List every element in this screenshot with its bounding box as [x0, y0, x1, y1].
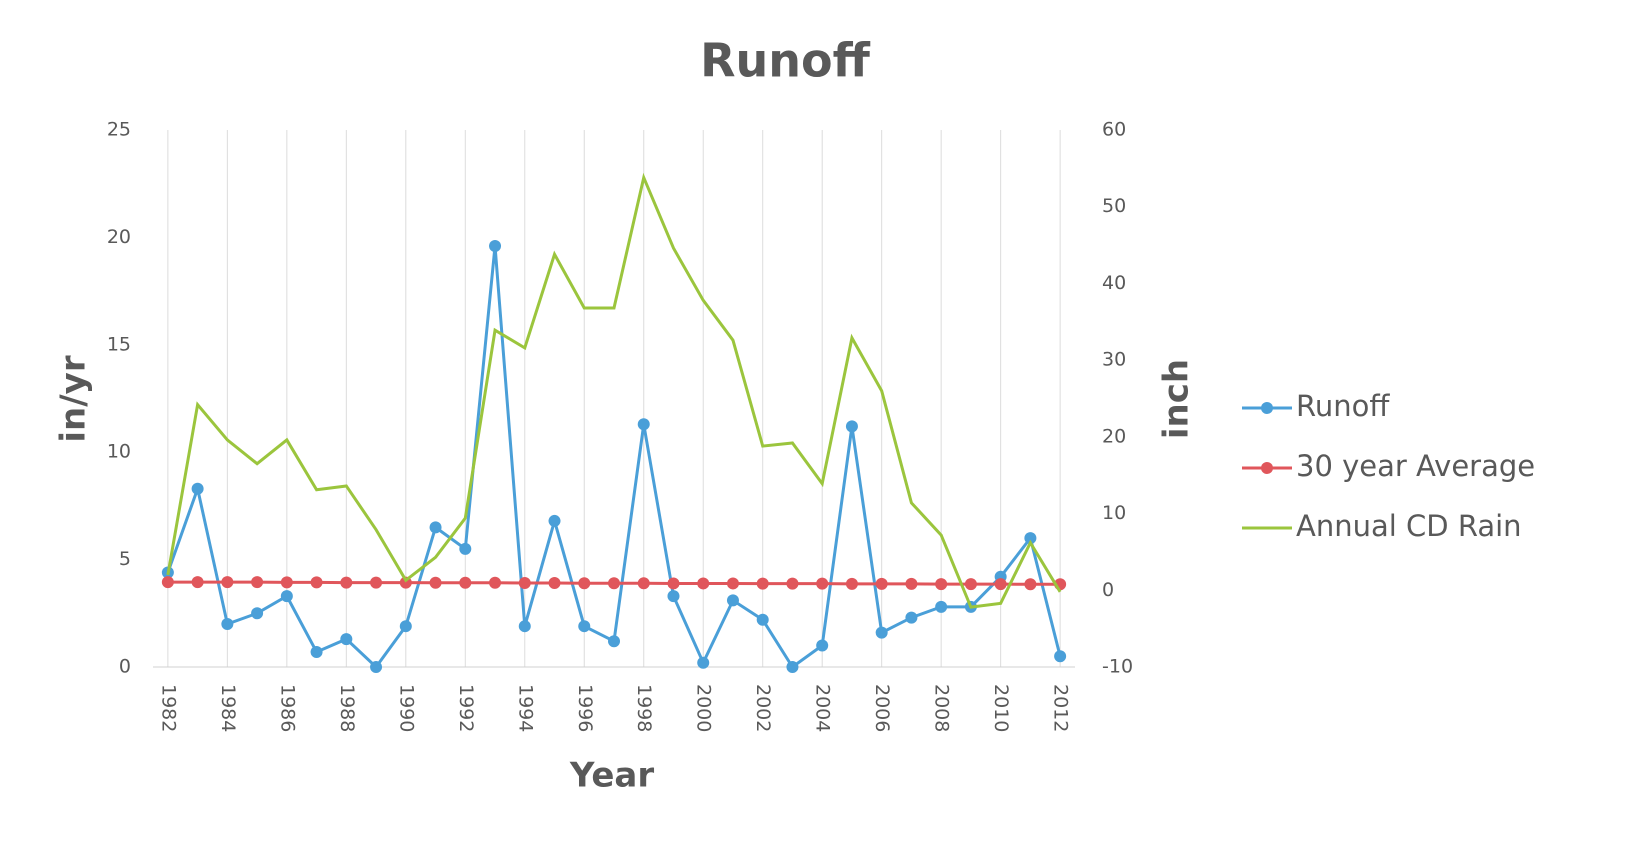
- data-point: [964, 578, 977, 591]
- x-tick-label: 1988: [336, 684, 358, 732]
- data-point: [251, 576, 264, 589]
- data-point: [608, 635, 620, 648]
- data-point: [429, 576, 442, 589]
- data-point: [816, 577, 829, 590]
- data-point: [280, 576, 293, 589]
- data-point: [845, 577, 858, 590]
- legend-marker: [1261, 402, 1273, 414]
- legend-label: 30 year Average: [1296, 449, 1535, 483]
- y-tick-label: 0: [119, 656, 131, 678]
- x-tick-label: 2006: [871, 684, 893, 732]
- data-point: [756, 613, 769, 626]
- x-tick-label: 1992: [455, 684, 477, 732]
- data-point: [310, 576, 323, 589]
- data-point: [637, 418, 650, 431]
- data-point: [905, 577, 918, 590]
- data-point: [697, 577, 710, 590]
- legend-marker: [1261, 462, 1273, 474]
- data-point: [518, 577, 531, 590]
- data-point: [786, 577, 799, 590]
- data-point: [845, 420, 858, 433]
- data-point: [1024, 578, 1037, 591]
- data-point: [667, 590, 680, 603]
- data-point: [637, 577, 650, 590]
- data-point: [578, 577, 591, 590]
- data-point: [726, 594, 739, 607]
- data-point: [548, 514, 561, 527]
- y2-tick-label: 20: [1102, 425, 1126, 447]
- series-line: [166, 172, 1062, 609]
- data-point: [1054, 650, 1067, 663]
- x-tick-label: 2012: [1050, 684, 1072, 732]
- data-point: [221, 576, 234, 589]
- data-point: [489, 239, 502, 252]
- y2-tick-label: 50: [1102, 195, 1126, 217]
- data-point: [370, 661, 383, 673]
- data-point: [429, 521, 442, 534]
- data-point: [459, 576, 472, 589]
- chart-title: Runoff: [700, 34, 871, 88]
- x-tick-label: 2004: [812, 684, 834, 732]
- x-tick-label: 1984: [217, 684, 239, 732]
- data-point: [875, 626, 888, 639]
- data-point: [459, 542, 472, 555]
- data-point: [221, 618, 234, 631]
- y2-tick-label: 30: [1102, 349, 1126, 371]
- data-point: [1024, 532, 1037, 545]
- x-tick-label: 1986: [276, 684, 298, 732]
- data-point: [816, 639, 829, 652]
- data-point: [340, 576, 353, 589]
- x-tick-label: 2008: [931, 684, 953, 732]
- data-point: [608, 577, 620, 590]
- data-point: [726, 577, 739, 590]
- data-point: [191, 482, 204, 495]
- data-point: [280, 590, 293, 603]
- data-point: [786, 661, 799, 673]
- y-tick-label: 25: [107, 119, 131, 141]
- y-tick-label: 5: [119, 548, 131, 570]
- data-point: [370, 576, 383, 589]
- x-tick-label: 1990: [395, 684, 417, 732]
- y2-tick-label: 0: [1102, 579, 1114, 601]
- data-point: [251, 607, 264, 620]
- x-tick-label: 1998: [633, 684, 655, 732]
- y-tick-label: 15: [107, 333, 131, 355]
- x-tick-label: 1996: [574, 684, 596, 732]
- x-axis-label: Year: [569, 756, 655, 796]
- x-tick-label: 2002: [752, 684, 774, 732]
- data-point: [756, 577, 769, 590]
- data-point: [191, 576, 204, 589]
- y-axis-label: in/yr: [54, 355, 94, 442]
- data-point: [697, 656, 710, 669]
- x-tick-label: 1994: [514, 684, 536, 732]
- data-point: [667, 577, 680, 590]
- y2-tick-label: 10: [1102, 502, 1126, 524]
- legend-label: Runoff: [1296, 389, 1390, 423]
- x-tick-label: 2010: [990, 684, 1012, 732]
- data-point: [994, 578, 1007, 591]
- x-tick-label: 2000: [693, 684, 715, 732]
- y2-tick-label: -10: [1102, 656, 1133, 678]
- y2-tick-label: 60: [1102, 119, 1126, 141]
- data-point: [340, 633, 353, 646]
- data-point: [578, 620, 591, 633]
- legend-label: Annual CD Rain: [1296, 509, 1522, 543]
- data-point: [935, 600, 948, 613]
- data-point: [399, 620, 412, 633]
- data-point: [518, 620, 531, 633]
- y2-tick-label: 40: [1102, 272, 1126, 294]
- data-point: [489, 576, 502, 589]
- data-point: [548, 577, 561, 590]
- y-tick-label: 20: [107, 226, 131, 248]
- data-point: [935, 578, 948, 591]
- data-point: [161, 576, 174, 589]
- data-point: [905, 611, 918, 624]
- x-tick-label: 1982: [157, 684, 179, 732]
- data-point: [875, 577, 888, 590]
- y2-axis-label: inch: [1157, 359, 1197, 439]
- y-tick-label: 10: [107, 441, 131, 463]
- data-point: [310, 645, 323, 658]
